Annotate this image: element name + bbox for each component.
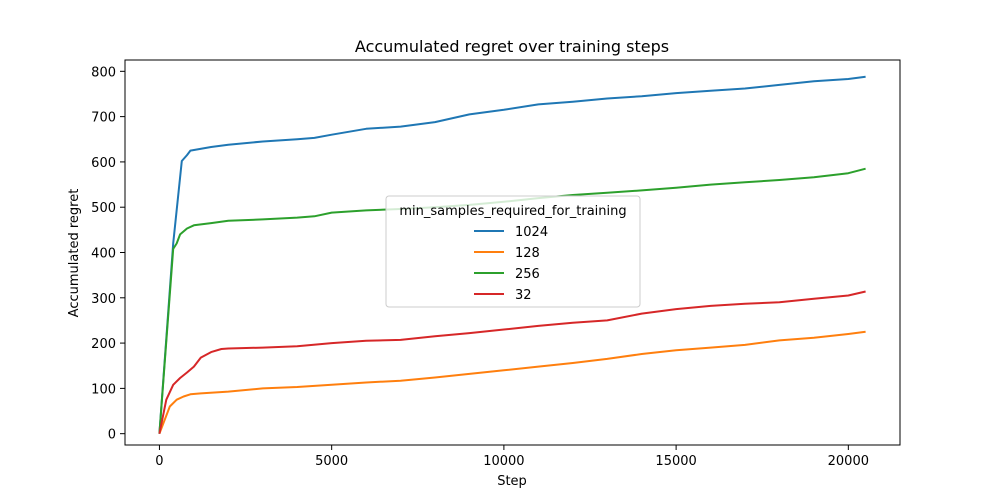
y-tick-label: 500: [91, 201, 116, 216]
x-axis-label: Step: [497, 474, 527, 489]
y-axis-label: Accumulated regret: [67, 189, 82, 318]
y-tick-label: 400: [91, 247, 116, 262]
x-tick-label: 5000: [315, 454, 348, 469]
series-line-1024: [158, 75, 866, 434]
x-tick-label: 15000: [655, 454, 696, 469]
legend-label-32: 32: [515, 288, 532, 303]
y-tick-label: 600: [91, 156, 116, 171]
y-tick-label: 800: [91, 65, 116, 80]
legend-label-128: 128: [515, 246, 540, 261]
y-tick-label: 700: [91, 111, 116, 126]
y-tick-label: 100: [91, 382, 116, 397]
chart-title: Accumulated regret over training steps: [355, 37, 669, 56]
series-line-128: [158, 330, 866, 435]
legend-label-256: 256: [515, 267, 540, 282]
x-tick-label: 0: [155, 454, 163, 469]
legend: min_samples_required_for_training 1024 128…: [385, 195, 641, 308]
x-tick-label: 20000: [828, 454, 869, 469]
y-tick-label: 200: [91, 337, 116, 352]
y-tick-label: 0: [108, 428, 116, 443]
legend-title: min_samples_required_for_training: [399, 204, 626, 219]
axis-ticks: 0 5000 10000 15000 20000 0 100 200 300 400 500 600 7…: [91, 65, 869, 469]
series-line-32: [158, 290, 866, 434]
legend-box: [385, 195, 641, 308]
legend-label-1024: 1024: [515, 225, 548, 240]
y-tick-label: 300: [91, 292, 116, 307]
x-tick-label: 10000: [483, 454, 524, 469]
